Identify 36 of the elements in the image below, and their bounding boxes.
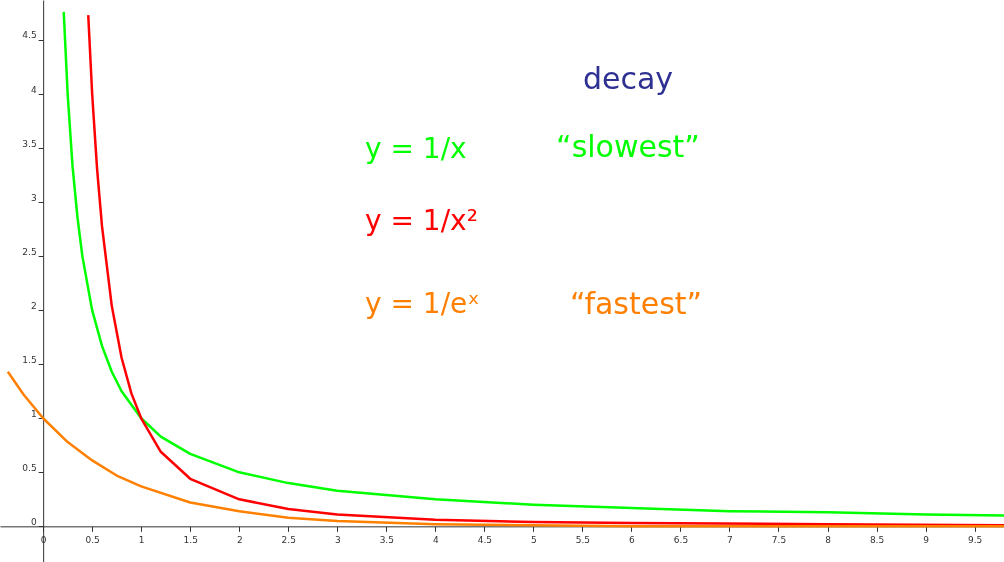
y-tick-label: 3 — [30, 192, 37, 203]
annotation: “fastest” — [569, 286, 703, 321]
x-tick-label: 9 — [923, 534, 930, 545]
y-tick-label: 3.5 — [22, 138, 37, 149]
y-tick-label: 4.5 — [22, 30, 37, 41]
x-tick-label: 1 — [138, 534, 145, 545]
x-tick-label: 9.5 — [967, 534, 983, 545]
x-tick-label: 2 — [236, 534, 243, 545]
x-tick-label: 4.5 — [477, 534, 493, 545]
x-tick-label: 5.5 — [575, 534, 591, 545]
y-tick-label: 4 — [30, 84, 37, 95]
x-tick-label: 2.5 — [281, 534, 296, 545]
x-tick-label: 5 — [531, 534, 537, 545]
x-tick-label: 6.5 — [673, 534, 689, 545]
x-tick-label: 0 — [40, 534, 47, 545]
y-tick-label: 0.5 — [22, 462, 37, 473]
x-tick-label: 6 — [629, 534, 636, 545]
text: y = 1/eˣ — [365, 287, 480, 320]
x-tick-label: 3 — [334, 534, 341, 545]
text: y = 1/x — [365, 132, 467, 165]
x-tick-label: 1.5 — [183, 534, 198, 545]
x-tick-label: 7.5 — [771, 534, 787, 545]
x-tick-label: 4 — [432, 534, 439, 545]
x-tick-label: 0.5 — [85, 534, 100, 545]
text: y = 1/x² — [365, 204, 478, 237]
y-tick-label: 2.5 — [22, 246, 37, 257]
y-tick-label: 1 — [30, 408, 37, 419]
x-tick-label: 7 — [727, 534, 733, 545]
annotation: decay — [582, 61, 674, 96]
x-tick-label: 3.5 — [379, 534, 394, 545]
y-tick-label: 0 — [30, 516, 37, 527]
x-tick-label: 8 — [825, 534, 832, 545]
annotation: “slowest” — [556, 129, 700, 164]
x-tick-label: 8.5 — [869, 534, 885, 545]
y-tick-label: 1.5 — [22, 354, 37, 365]
y-tick-label: 2 — [30, 300, 37, 311]
